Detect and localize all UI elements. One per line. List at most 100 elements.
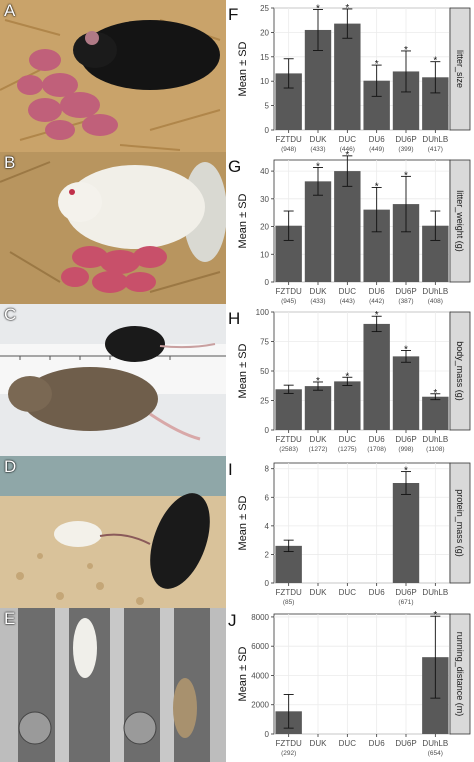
panel-letter: H: [228, 309, 240, 328]
significance-marker: *: [345, 150, 349, 161]
x-tick-label: DUhLB: [422, 287, 448, 296]
bar: [392, 356, 420, 430]
bar: [363, 323, 390, 430]
sample-count-label: (85): [283, 599, 295, 606]
bar: [334, 23, 361, 131]
photo-a-image: [0, 0, 226, 152]
sample-count-label: (1272): [309, 446, 328, 453]
y-tick-label: 50: [260, 367, 269, 376]
sample-count-label: (948): [281, 146, 296, 153]
panel-letter: A: [4, 1, 16, 20]
x-tick-label: DUK: [310, 588, 328, 597]
y-tick-label: 4000: [251, 671, 269, 680]
y-tick-label: 75: [260, 338, 269, 347]
y-tick-label: 0: [265, 126, 270, 135]
y-tick-label: 25: [260, 397, 269, 406]
x-tick-label: DUhLB: [422, 739, 448, 748]
y-tick-label: 0: [265, 278, 270, 287]
facet-strip: [449, 159, 471, 283]
x-tick-label: DU6: [369, 435, 386, 444]
y-tick-label: 0: [265, 426, 270, 435]
y-tick-label: 100: [256, 308, 270, 317]
x-tick-label: DU6P: [395, 287, 416, 296]
facet-strip: [449, 462, 471, 584]
facet-strip-label: litter_weight (g): [455, 190, 465, 252]
x-tick-label: DU6: [369, 287, 386, 296]
y-tick-label: 30: [260, 195, 269, 204]
x-tick-label: DUhLB: [422, 135, 448, 144]
facet-strip: [449, 613, 471, 735]
y-axis-label: Mean ± SD: [237, 41, 249, 96]
y-tick-label: 6000: [251, 642, 269, 651]
y-axis-label: Mean ± SD: [237, 193, 249, 248]
bar: [334, 381, 361, 430]
significance-marker: *: [404, 344, 408, 355]
sample-count-label: (1708): [367, 446, 386, 453]
photo-panel-a: A: [0, 0, 226, 152]
sample-count-label: (1275): [338, 446, 357, 453]
bar: [304, 386, 332, 430]
y-axis-label: Mean ± SD: [237, 646, 249, 701]
x-tick-label: DU6: [369, 135, 386, 144]
y-tick-label: 2000: [251, 701, 269, 710]
sample-count-label: (654): [428, 750, 443, 757]
x-tick-label: DU6P: [395, 135, 416, 144]
x-tick-label: DU6: [369, 588, 386, 597]
bar: [422, 396, 449, 430]
sample-count-label: (671): [398, 599, 413, 606]
x-tick-label: FZTDU: [276, 588, 302, 597]
y-axis-label: Mean ± SD: [237, 495, 249, 550]
bar: [334, 171, 361, 282]
y-tick-label: 5: [265, 102, 270, 111]
significance-marker: *: [316, 376, 320, 387]
photo-panel-d: D: [0, 456, 226, 608]
bar-charts-figure: F 0 5 10 15 20 25 Mean ± SD * * * * * FZTDU (948) DUK (4…: [228, 3, 471, 757]
facet-strip: [449, 311, 471, 431]
x-tick-label: FZTDU: [276, 739, 302, 748]
photo-panel-b: B: [0, 152, 226, 304]
significance-marker: *: [345, 371, 349, 382]
photo-panel-c: C: [0, 304, 226, 456]
facet-strip: [449, 7, 471, 131]
x-tick-label: FZTDU: [276, 135, 302, 144]
x-tick-label: DUC: [339, 135, 357, 144]
sample-count-label: (998): [398, 446, 413, 453]
plot-area: [273, 7, 451, 131]
panel-letter: J: [228, 611, 237, 630]
y-tick-label: 15: [260, 53, 269, 62]
x-tick-label: DUC: [339, 588, 357, 597]
panel-letter: F: [228, 5, 238, 24]
significance-marker: *: [345, 3, 349, 14]
y-tick-label: 10: [260, 77, 269, 86]
significance-marker: *: [375, 59, 379, 70]
bar: [304, 181, 332, 282]
facet-strip-label: running_distance (m): [455, 632, 465, 717]
significance-marker: *: [375, 181, 379, 192]
y-tick-label: 20: [260, 223, 269, 232]
facet-strip-label: litter_size: [455, 50, 465, 88]
sample-count-label: (1108): [426, 446, 444, 453]
chart-panel-g: G 0 10 20 30 40 Mean ± SD * * * * FZTDU (945) DUK (433…: [228, 150, 471, 305]
sample-count-label: (387): [398, 298, 413, 305]
significance-marker: *: [404, 466, 408, 477]
chart-panel-i: I 0 2 4 6 8 Mean ± SD * FZTDU (85) DUK DUC DU6 DU6P (6…: [228, 460, 471, 606]
panel-letter: D: [4, 457, 17, 476]
sample-count-label: (408): [428, 298, 443, 305]
significance-marker: *: [404, 170, 408, 181]
x-tick-label: DU6P: [395, 588, 416, 597]
bar: [392, 483, 420, 583]
x-tick-label: DUhLB: [422, 588, 448, 597]
panel-letter: I: [228, 460, 233, 479]
y-tick-label: 0: [265, 579, 270, 588]
significance-marker: *: [316, 161, 320, 172]
significance-marker: *: [433, 56, 437, 67]
bar: [275, 545, 302, 583]
plot-area: [273, 159, 451, 283]
significance-marker: *: [375, 310, 379, 321]
x-tick-label: DUK: [310, 435, 328, 444]
sample-count-label: (442): [369, 298, 384, 305]
chart-panel-j: J 0 2000 4000 6000 8000 Mean ± SD * FZTDU (292) DU…: [228, 610, 471, 757]
x-tick-label: DUC: [339, 435, 357, 444]
facet-strip-label: body_mass (g): [455, 341, 465, 401]
y-tick-label: 0: [265, 730, 270, 739]
